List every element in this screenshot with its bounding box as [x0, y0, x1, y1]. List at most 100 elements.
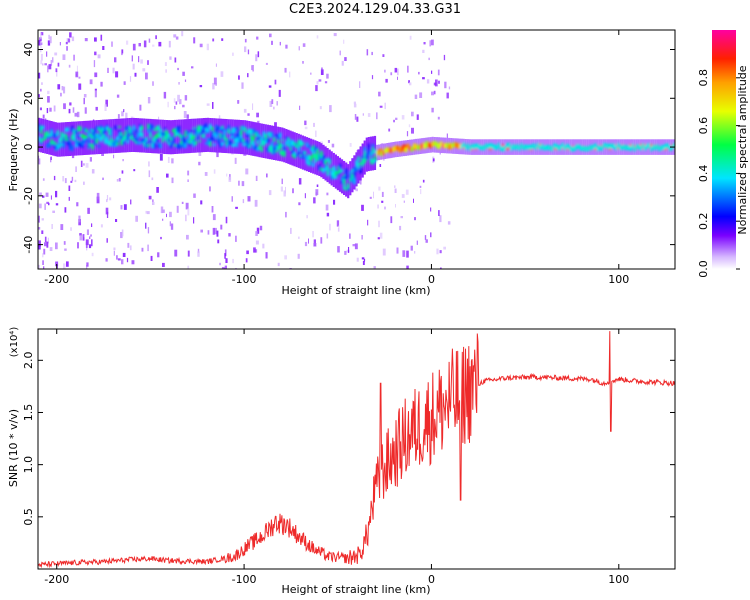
heatmap-cell	[184, 140, 187, 143]
heatmap-cell	[378, 186, 381, 191]
heatmap-cell	[115, 219, 118, 222]
heatmap-cell	[124, 135, 127, 140]
heatmap-cell	[86, 265, 88, 269]
heatmap-cell	[407, 65, 409, 73]
heatmap-cell	[318, 155, 321, 162]
heatmap-cell	[121, 170, 124, 174]
colorbar-ticks: 0.0 0.2 0.4 0.6 0.8	[697, 69, 740, 278]
heatmap-cell	[165, 132, 169, 138]
heatmap-cell	[151, 124, 154, 131]
heatmap-cell	[431, 141, 434, 147]
heatmap-cell	[143, 138, 146, 142]
heatmap-cell	[416, 240, 418, 245]
heatmap-cell	[42, 114, 45, 119]
heatmap-cell	[340, 176, 344, 182]
heatmap-cell	[39, 107, 42, 111]
heatmap-cell	[97, 54, 101, 59]
heatmap-cell	[376, 112, 378, 120]
heatmap-cell	[122, 159, 124, 162]
heatmap-cell	[289, 140, 292, 146]
heatmap-cell	[83, 94, 87, 98]
heatmap-cell	[426, 79, 430, 84]
heatmap-cell	[104, 104, 107, 111]
heatmap-cell	[78, 83, 82, 90]
heatmap-cell	[295, 145, 298, 148]
heatmap-cell	[190, 136, 193, 142]
heatmap-cell	[438, 80, 440, 84]
heatmap-cell	[141, 247, 144, 252]
heatmap-cell	[147, 244, 149, 252]
heatmap-cell	[43, 266, 45, 269]
heatmap-cell	[61, 86, 64, 91]
heatmap-cell	[283, 190, 286, 197]
heatmap-cell	[470, 144, 474, 149]
heatmap-cell	[152, 201, 155, 205]
heatmap-cell	[124, 127, 127, 130]
heatmap-cell	[269, 100, 273, 107]
heatmap-cell	[255, 54, 258, 62]
heatmap-cell	[105, 99, 108, 107]
heatmap-cell	[207, 230, 210, 235]
colorbar: 0.0 0.2 0.4 0.6 0.8 Normalized spectral ampl…	[697, 30, 749, 278]
x-tick-label: -100	[232, 573, 257, 586]
heatmap-cell	[219, 262, 221, 266]
heatmap-cell	[339, 50, 341, 56]
heatmap-cell	[101, 127, 105, 131]
heatmap-cell	[77, 125, 80, 132]
heatmap-cell	[157, 131, 160, 138]
heatmap-cell	[212, 227, 215, 235]
heatmap-cell	[38, 72, 41, 79]
heatmap-cell	[495, 145, 498, 151]
heatmap-cell	[668, 145, 671, 151]
heatmap-core	[38, 123, 675, 191]
heatmap-cell	[270, 141, 274, 147]
heatmap-cell	[371, 144, 375, 147]
heatmap-cell	[256, 227, 260, 234]
heatmap-cell	[93, 128, 96, 134]
heatmap-cell	[489, 147, 492, 151]
heatmap-cell	[209, 186, 211, 192]
heatmap-cell	[75, 71, 79, 78]
heatmap-cell	[198, 161, 201, 166]
heatmap-cell	[165, 135, 169, 140]
heatmap-cell	[57, 84, 61, 90]
heatmap-cell	[79, 233, 82, 236]
heatmap-cell	[86, 229, 89, 235]
heatmap-cell	[93, 142, 96, 146]
heatmap-cell	[163, 132, 167, 136]
heatmap-cell	[450, 143, 453, 149]
heatmap-cell	[419, 92, 423, 98]
heatmap-cell	[138, 43, 141, 47]
heatmap-cell	[643, 145, 647, 151]
heatmap-cell	[132, 138, 136, 142]
heatmap-cell	[409, 35, 412, 40]
heatmap-cell	[159, 133, 162, 139]
heatmap-cell	[437, 144, 441, 150]
heatmap-cell	[89, 143, 92, 147]
heatmap-cell	[343, 39, 345, 44]
heatmap-cell	[216, 152, 219, 158]
heatmap-cell	[499, 145, 502, 151]
heatmap-cell	[534, 145, 538, 151]
heatmap-cell	[141, 138, 144, 143]
heatmap-cell	[277, 145, 280, 151]
heatmap-cell	[134, 140, 138, 144]
heatmap-cell	[192, 138, 195, 144]
heatmap-cell	[320, 152, 323, 158]
x-tick-label: -200	[44, 273, 69, 286]
heatmap-cell	[103, 138, 107, 143]
heatmap-cell	[441, 143, 445, 149]
heatmap-cell	[336, 166, 340, 169]
heatmap-cell	[328, 169, 331, 172]
heatmap-cell	[228, 233, 231, 237]
heatmap-cell	[145, 118, 148, 153]
heatmap-cell	[166, 213, 167, 218]
heatmap-cell	[666, 143, 669, 149]
heatmap-cell	[272, 125, 276, 160]
heatmap-cell	[310, 155, 313, 162]
x-tick-label: 100	[608, 273, 629, 286]
heatmap-cell	[299, 156, 303, 159]
heatmap-cell	[40, 32, 42, 39]
heatmap-cell	[413, 147, 416, 150]
heatmap-cell	[254, 131, 257, 137]
